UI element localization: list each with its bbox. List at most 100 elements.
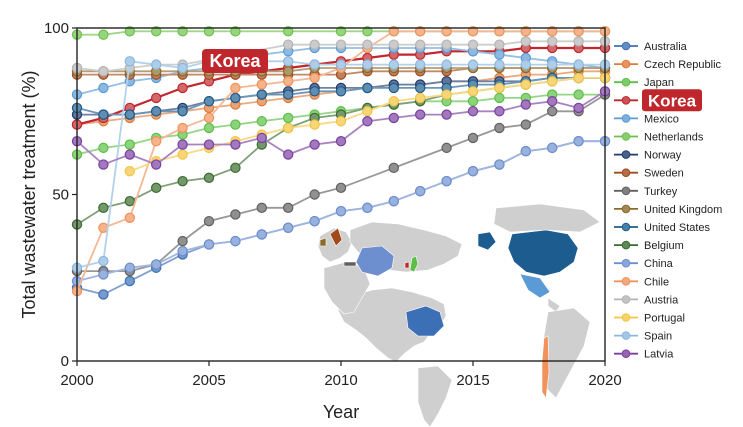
world-map-inset bbox=[317, 203, 601, 427]
map-australia bbox=[405, 305, 445, 337]
data-point-spain-2017 bbox=[520, 59, 532, 70]
data-point-united-states-2012 bbox=[388, 82, 399, 94]
legend-item-spain: Spain bbox=[614, 331, 672, 343]
legend-item-norway: Norway bbox=[614, 150, 682, 162]
legend-label-netherlands: Netherlands bbox=[644, 132, 704, 144]
data-point-latvia-2018 bbox=[547, 96, 558, 107]
data-point-austria-2001 bbox=[98, 66, 109, 77]
map-south-america bbox=[417, 365, 453, 427]
plot-area: Korea bbox=[71, 26, 611, 300]
legend-label-sweden: Sweden bbox=[644, 168, 684, 180]
data-point-chile-2015 bbox=[467, 26, 479, 37]
data-point-portugal-2014 bbox=[441, 89, 452, 100]
data-point-latvia-2011 bbox=[362, 116, 373, 127]
data-point-turkey-2012 bbox=[388, 162, 399, 174]
map-chile bbox=[541, 335, 550, 399]
data-point-austria-2013 bbox=[415, 39, 426, 50]
data-point-portugal-2016 bbox=[494, 82, 505, 94]
legend-label-chile: Chile bbox=[644, 276, 669, 288]
legend-label-korea: Korea bbox=[648, 91, 697, 110]
map-alaska bbox=[477, 231, 497, 251]
data-point-austria-2010 bbox=[335, 39, 347, 50]
legend-label-norway: Norway bbox=[644, 150, 682, 162]
legend-marker-czech-republic bbox=[621, 59, 631, 69]
data-point-japan-2005 bbox=[203, 122, 215, 134]
legend-marker-turkey bbox=[621, 186, 631, 196]
legend-label-spain: Spain bbox=[644, 331, 672, 343]
data-point-portugal-2011 bbox=[362, 106, 373, 117]
legend-label-turkey: Turkey bbox=[644, 186, 678, 198]
map-uk bbox=[319, 237, 327, 247]
data-point-united-states-2008 bbox=[283, 89, 294, 100]
data-point-australia-2001 bbox=[98, 289, 109, 300]
data-point-turkey-2010 bbox=[335, 182, 347, 194]
data-point-spain-2009 bbox=[309, 59, 320, 70]
data-point-netherlands-2005 bbox=[203, 26, 215, 37]
map-mexico bbox=[519, 273, 551, 299]
legend-item-latvia: Latvia bbox=[614, 349, 674, 361]
x-tick-label-2000: 2000 bbox=[60, 372, 93, 389]
legend-item-japan: Japan bbox=[614, 77, 674, 89]
data-point-china-2012 bbox=[388, 195, 399, 207]
legend-marker-latvia bbox=[621, 349, 631, 359]
data-point-chile-2013 bbox=[415, 26, 426, 37]
data-point-spain-2012 bbox=[388, 59, 399, 70]
data-point-turkey-2018 bbox=[547, 106, 558, 117]
data-point-china-2017 bbox=[520, 146, 532, 157]
data-point-spain-2011 bbox=[362, 59, 373, 70]
data-point-spain-2004 bbox=[177, 62, 188, 74]
data-point-japan-2007 bbox=[256, 116, 267, 127]
legend-marker-mexico bbox=[621, 114, 631, 123]
legend-marker-chile bbox=[621, 277, 631, 286]
data-point-spain-2002 bbox=[124, 56, 136, 67]
legend-item-turkey: Turkey bbox=[614, 186, 678, 198]
legend-marker-united-states bbox=[621, 222, 631, 232]
legend-label-czech-republic: Czech Republic bbox=[644, 59, 722, 71]
data-point-china-2019 bbox=[573, 136, 584, 147]
map-north-america bbox=[337, 287, 447, 363]
data-point-netherlands-2010 bbox=[335, 26, 347, 37]
map-south-america-right bbox=[541, 307, 591, 399]
legend-item-belgium: Belgium bbox=[614, 240, 684, 252]
map-canada bbox=[493, 203, 601, 233]
legend-item-netherlands: Netherlands bbox=[614, 132, 704, 144]
legend-label-united-states: United States bbox=[644, 222, 711, 234]
data-point-austria-2017 bbox=[520, 36, 532, 47]
x-tick-label-2010: 2010 bbox=[324, 372, 357, 389]
data-point-chile-2014 bbox=[441, 26, 452, 37]
legend-item-mexico: Mexico bbox=[614, 113, 679, 125]
data-point-japan-2008 bbox=[283, 112, 294, 124]
data-point-mexico-2016 bbox=[494, 49, 505, 60]
data-point-latvia-2002 bbox=[124, 149, 136, 160]
y-axis-title: Total wastewater treatment (%) bbox=[19, 70, 39, 318]
data-point-spain-2018 bbox=[547, 59, 558, 70]
data-point-latvia-2017 bbox=[520, 99, 532, 110]
data-point-portugal-2004 bbox=[177, 149, 188, 160]
data-point-united-states-2006 bbox=[230, 92, 241, 104]
data-point-belgium-2006 bbox=[230, 162, 241, 174]
data-point-chile-2003 bbox=[150, 136, 162, 147]
legend-label-japan: Japan bbox=[644, 77, 674, 89]
legend-item-chile: Chile bbox=[614, 276, 669, 288]
data-point-portugal-2008 bbox=[283, 122, 294, 134]
data-point-china-2008 bbox=[283, 222, 294, 233]
korea-annotation-label: Korea bbox=[209, 51, 261, 71]
data-point-austria-2014 bbox=[441, 39, 452, 50]
data-point-latvia-2019 bbox=[573, 102, 584, 114]
data-point-latvia-2012 bbox=[388, 112, 399, 124]
data-point-portugal-2017 bbox=[520, 79, 532, 90]
legend-label-austria: Austria bbox=[644, 294, 679, 306]
data-point-portugal-2018 bbox=[547, 76, 558, 87]
legend-marker-japan bbox=[621, 77, 631, 87]
legend-item-korea: Korea bbox=[614, 89, 702, 112]
data-point-china-2010 bbox=[335, 205, 347, 217]
data-point-united-states-2009 bbox=[309, 86, 320, 97]
data-point-china-2011 bbox=[362, 202, 373, 214]
legend-marker-sweden bbox=[621, 168, 631, 177]
data-point-turkey-2004 bbox=[177, 235, 188, 247]
data-point-chile-2004 bbox=[177, 122, 188, 134]
data-point-japan-2001 bbox=[98, 142, 109, 154]
map-korea bbox=[404, 261, 410, 269]
data-point-netherlands-2004 bbox=[177, 26, 188, 37]
data-point-netherlands-2008 bbox=[283, 26, 294, 37]
